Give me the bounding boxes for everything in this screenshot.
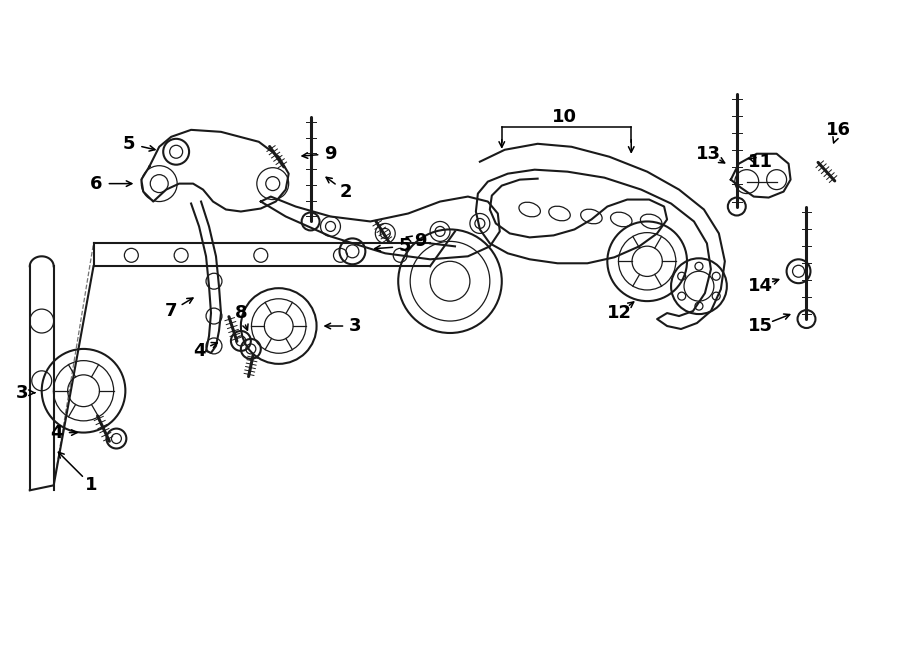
Text: 10: 10 (552, 108, 577, 126)
Text: 13: 13 (697, 145, 722, 163)
Text: 9: 9 (414, 233, 427, 251)
Text: 14: 14 (748, 277, 773, 295)
Text: 5: 5 (123, 135, 136, 153)
Text: 6: 6 (90, 175, 103, 192)
Text: 7: 7 (165, 302, 177, 320)
Text: 15: 15 (748, 317, 773, 335)
Text: 4: 4 (50, 424, 63, 442)
Text: 2: 2 (339, 182, 352, 200)
Text: 4: 4 (193, 342, 205, 360)
Text: 16: 16 (826, 121, 850, 139)
Text: 3: 3 (15, 384, 28, 402)
Text: 9: 9 (324, 145, 337, 163)
Text: 1: 1 (86, 477, 98, 494)
Text: 8: 8 (235, 304, 248, 322)
Text: 12: 12 (607, 304, 632, 322)
Text: 5: 5 (399, 237, 411, 255)
Text: 3: 3 (349, 317, 362, 335)
Text: 11: 11 (748, 153, 773, 171)
